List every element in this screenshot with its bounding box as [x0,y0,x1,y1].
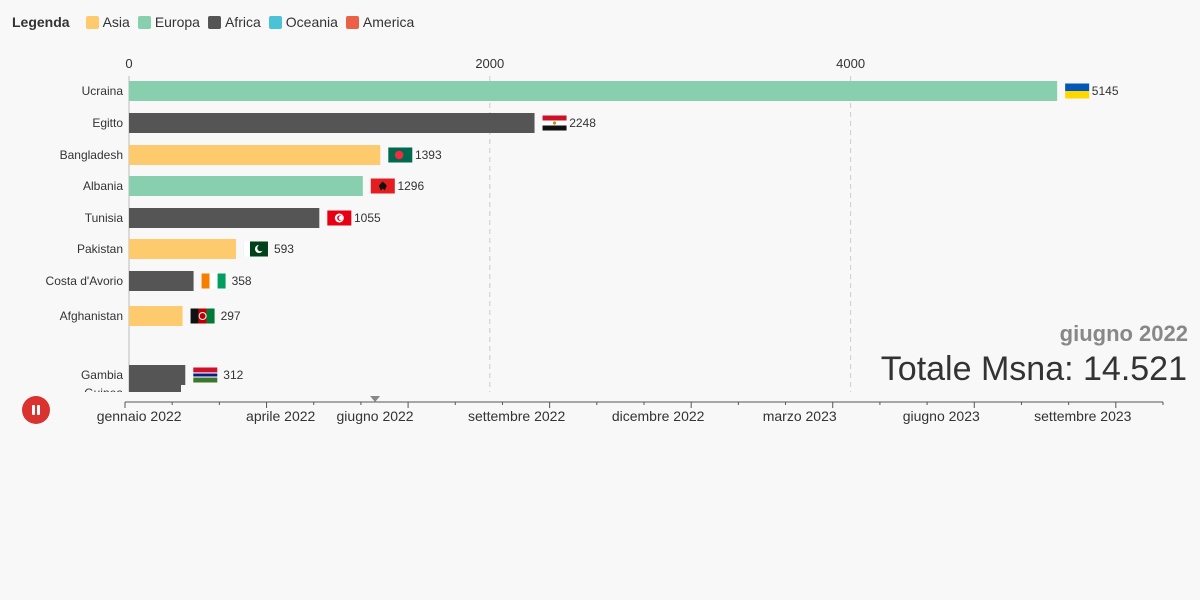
bd-flag-icon [388,147,413,163]
legend-swatch [85,15,99,29]
timeline-label[interactable]: dicembre 2022 [612,408,705,424]
total-msna: Totale Msna: 14.521 [880,350,1187,388]
bar [129,176,363,196]
legend-item-europa[interactable]: Europa [137,14,200,30]
value-label: 358 [232,274,252,288]
legend: Legenda Asia Europa Africa Oceania America [12,11,422,33]
x-tick-label: 2000 [475,56,504,71]
legend-item-america[interactable]: America [345,14,415,30]
category-label: Pakistan [77,242,123,256]
current-period: giugno 2022 [1059,321,1188,346]
timeline-label[interactable]: gennaio 2022 [97,408,182,424]
legend-label: Africa [224,14,261,30]
legend-swatch [137,15,151,29]
legend-item-asia[interactable]: Asia [85,14,130,30]
value-label: 5145 [1092,84,1119,98]
bar [129,208,320,228]
timeline-label[interactable]: giugno 2023 [903,408,980,424]
tn-flag-icon [327,210,352,226]
bar-row: Gambia 312 [81,365,244,385]
legend-item-oceania[interactable]: Oceania [268,14,338,30]
category-label: Egitto [92,116,123,130]
legend-swatch [268,15,282,29]
category-label: Gambia [81,368,123,382]
gm-flag-icon [193,367,218,383]
legend-label: Asia [102,14,130,30]
bar [129,271,194,291]
value-label: 1055 [354,211,381,225]
timeline-slider[interactable]: gennaio 2022 aprile 2022 giugno 2022 settem… [0,390,1200,430]
eg-flag-icon [542,115,567,131]
ua-flag-icon [1065,83,1090,99]
category-label: Tunisia [85,211,124,225]
category-label: Costa d'Avorio [46,274,124,288]
value-label: 593 [274,242,294,256]
pause-icon [32,405,35,415]
legend-label: America [362,14,415,30]
bar-row: Tunisia 1055 [85,208,381,228]
value-label: 297 [221,309,241,323]
pk-flag-icon [243,241,268,257]
value-label: 1393 [415,148,442,162]
category-label: Bangladesh [60,148,123,162]
bar-row: Costa d'Avorio 358 [46,271,252,291]
timeline-label[interactable]: settembre 2023 [1034,408,1131,424]
value-label: 2248 [569,116,596,130]
bar [129,306,183,326]
category-label: Albania [83,179,123,193]
bar [129,239,236,259]
bar [129,384,181,392]
timeline-label[interactable]: giugno 2022 [337,408,414,424]
timeline-label[interactable]: marzo 2023 [763,408,837,424]
al-flag-icon [370,178,395,194]
bar-chart: 0 2000 4000 Ucraina 5145 Egitto 2248 Banglades… [46,56,1119,400]
af-flag-icon [190,308,215,324]
legend-swatch [207,15,221,29]
legend-swatch [345,15,359,29]
category-label: Ucraina [82,84,124,98]
x-tick-label: 4000 [836,56,865,71]
bar [129,365,186,385]
bar [129,145,381,165]
value-label: 1296 [397,179,424,193]
bar-row: Egitto 2248 [92,113,596,133]
timeline-label[interactable]: settembre 2022 [468,408,565,424]
bar [129,113,535,133]
timeline-handle[interactable] [370,396,381,402]
pause-icon-bar [37,405,40,415]
timeline-label[interactable]: aprile 2022 [246,408,315,424]
bar [129,81,1058,101]
bar-row: Pakistan 593 [77,239,294,259]
legend-item-africa[interactable]: Africa [207,14,261,30]
bar-row-partial: Guinea [84,384,181,400]
ci-flag-icon [201,273,226,289]
bar-row: Bangladesh 1393 [60,145,442,165]
bar-row: Ucraina 5145 [82,81,1119,101]
legend-title: Legenda [12,14,70,30]
bar-row: Afghanistan 297 [60,306,241,326]
category-label: Afghanistan [60,309,123,323]
legend-label: Europa [154,14,200,30]
value-label: 312 [223,368,243,382]
x-tick-label: 0 [125,56,132,71]
pause-button[interactable] [22,396,50,424]
bar-row: Albania 1296 [83,176,424,196]
category-label: Guinea [84,386,123,400]
legend-label: Oceania [285,14,338,30]
